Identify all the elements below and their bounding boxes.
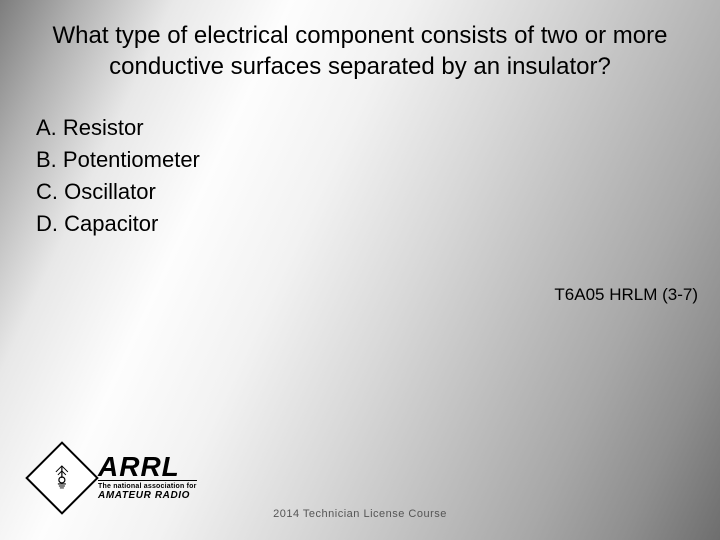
answer-options: A. Resistor B. Potentiometer C. Oscillat… xyxy=(0,82,720,240)
option-text: Resistor xyxy=(63,115,144,140)
option-letter: B. xyxy=(36,147,57,172)
option-text: Capacitor xyxy=(64,211,158,236)
arrl-main-label: ARRL xyxy=(98,455,197,482)
option-text: Oscillator xyxy=(64,179,156,204)
option-d: D. Capacitor xyxy=(36,208,720,240)
option-letter: D. xyxy=(36,211,58,236)
question-reference: T6A05 HRLM (3-7) xyxy=(554,285,698,305)
option-text: Potentiometer xyxy=(63,147,200,172)
option-b: B. Potentiometer xyxy=(36,144,720,176)
option-letter: A. xyxy=(36,115,57,140)
arrl-logo: ARRL The national association for AMATEU… xyxy=(36,452,197,504)
arrl-sub2-label: AMATEUR RADIO xyxy=(98,490,197,501)
question-title: What type of electrical component consis… xyxy=(0,0,720,82)
diamond-inner-text xyxy=(49,464,75,492)
option-c: C. Oscillator xyxy=(36,176,720,208)
arrl-diamond-icon xyxy=(25,441,99,515)
option-letter: C. xyxy=(36,179,58,204)
footer-text: 2014 Technician License Course xyxy=(0,508,720,520)
arrl-text-block: ARRL The national association for AMATEU… xyxy=(98,455,197,502)
arrl-sub1-label: The national association for xyxy=(98,483,197,490)
option-a: A. Resistor xyxy=(36,112,720,144)
